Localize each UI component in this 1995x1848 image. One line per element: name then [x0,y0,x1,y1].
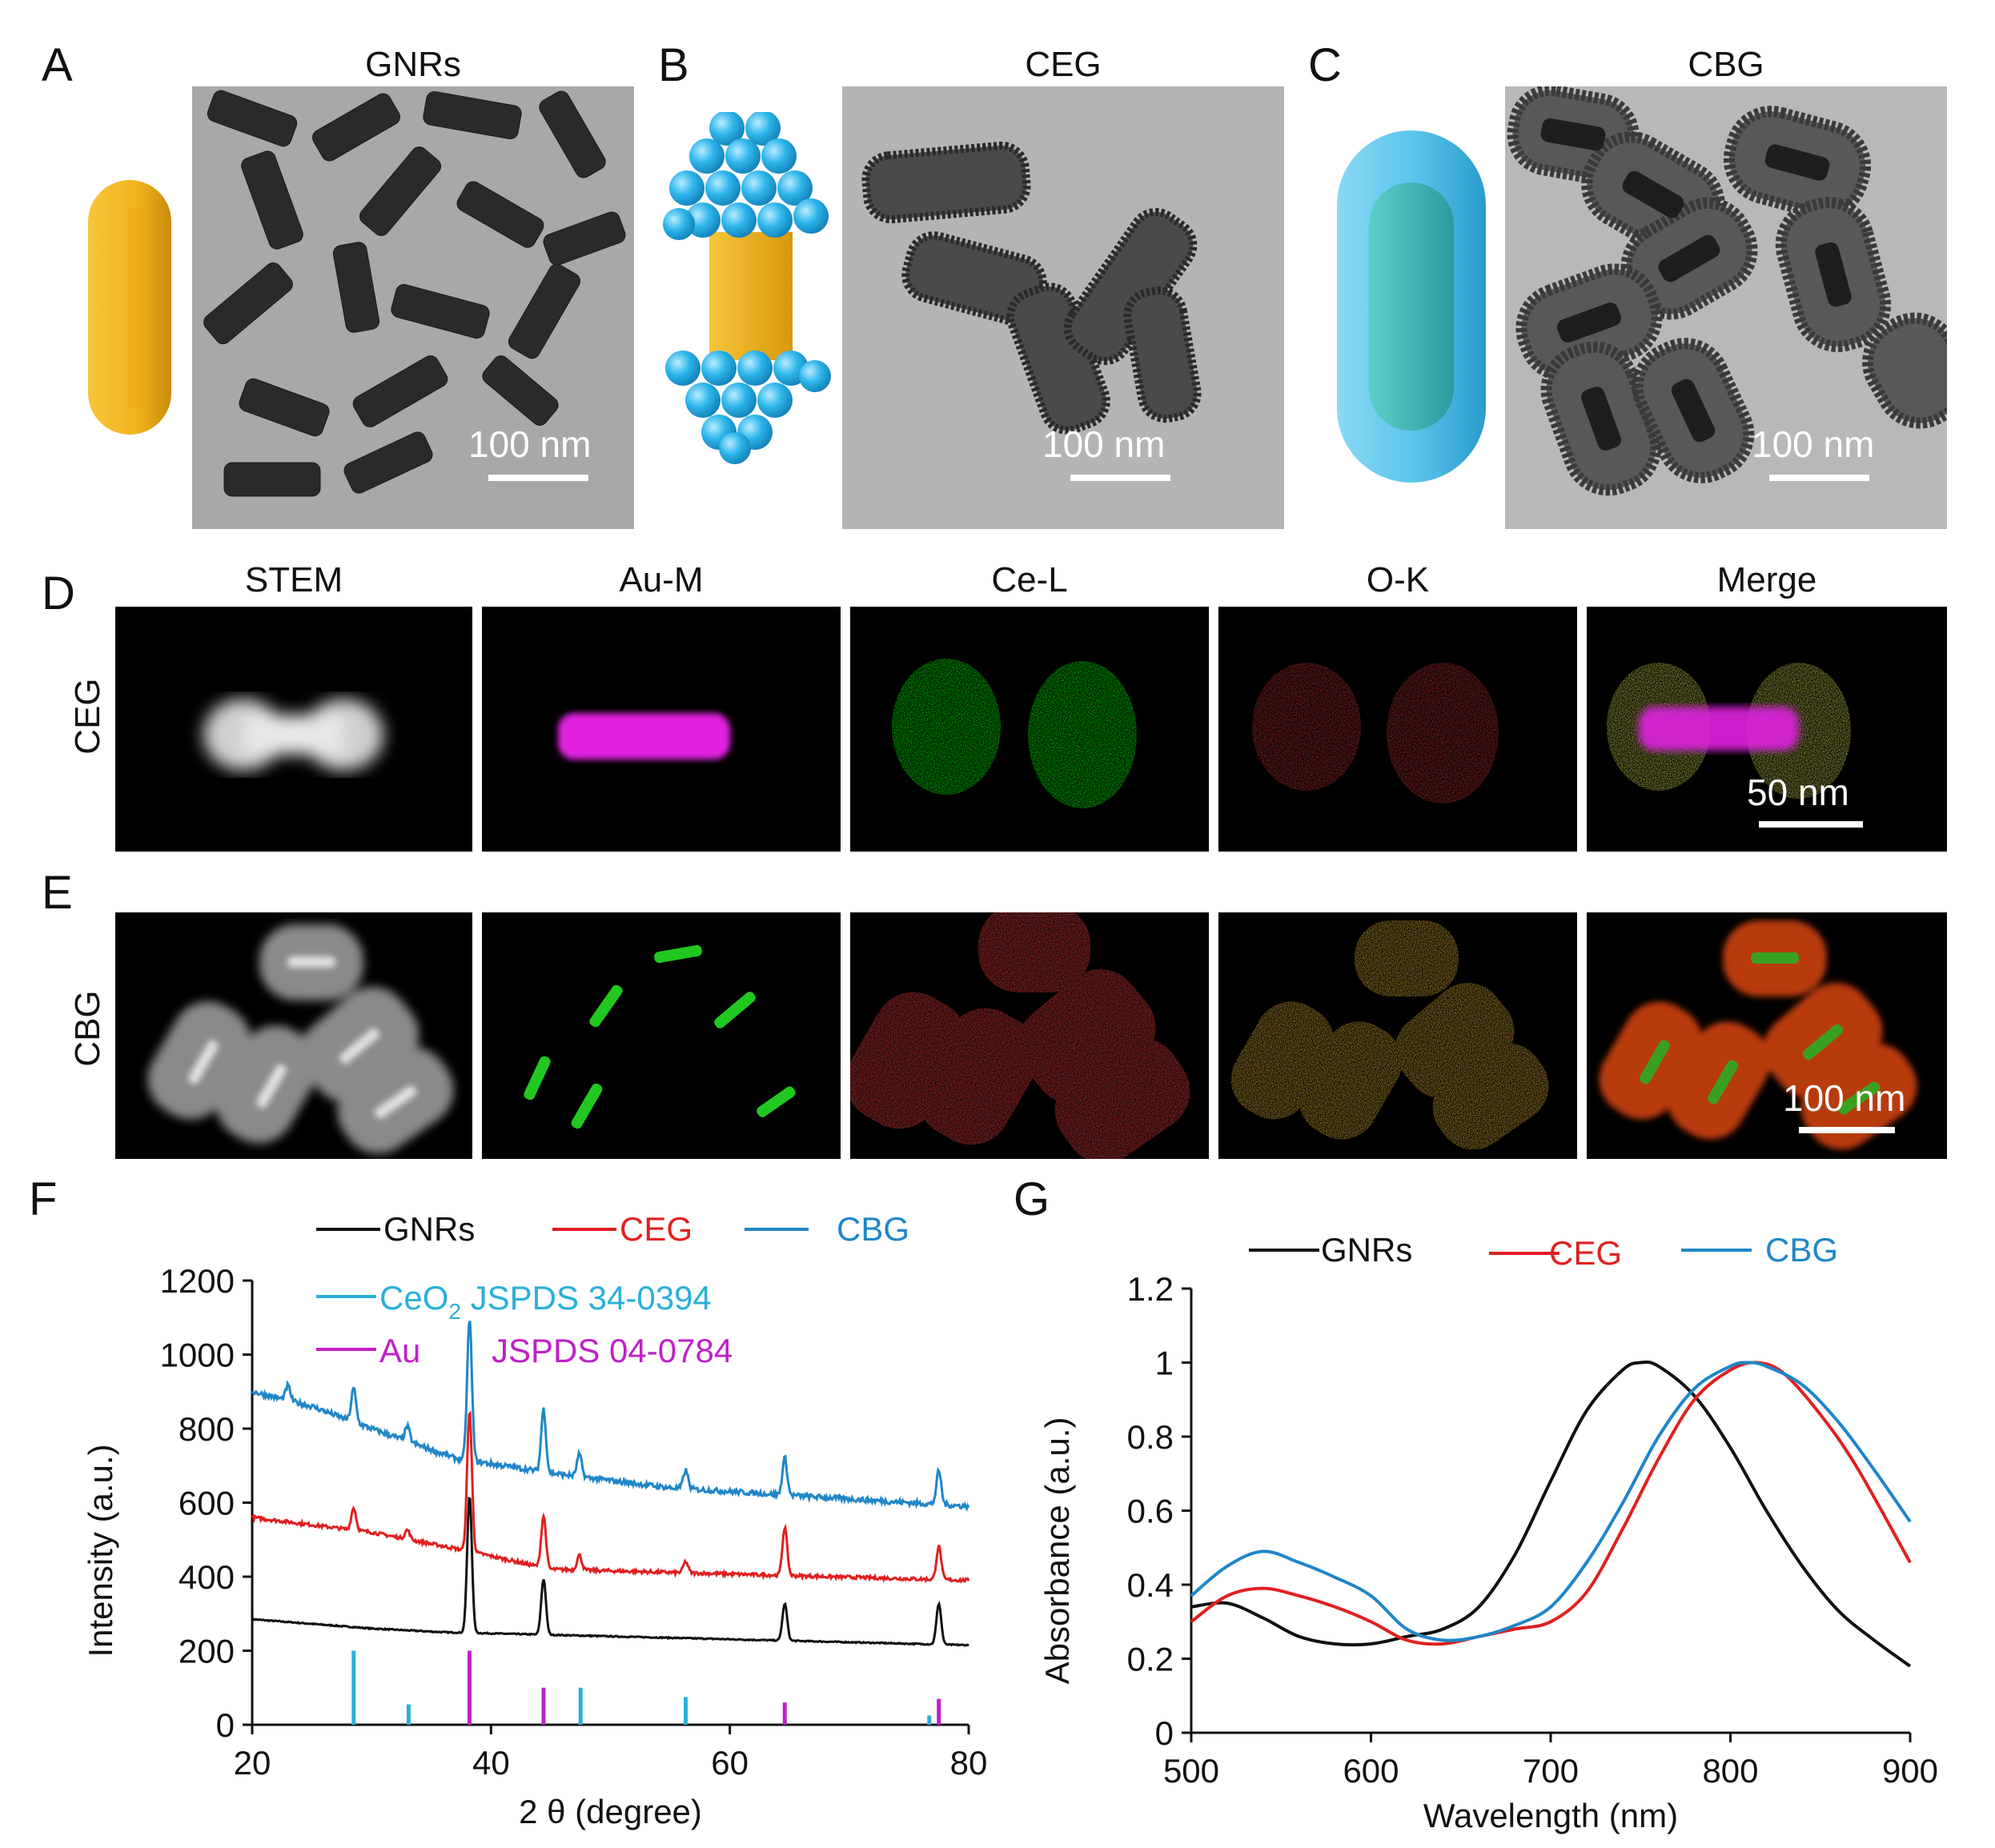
row-label-cbg: CBG [68,990,107,1067]
scale-label-b: 100 nm [1042,423,1166,465]
cbg-schematic [1337,130,1486,483]
y-tick-label: 600 [179,1485,235,1522]
y-tick-label: 0.2 [1127,1641,1174,1678]
scale-label-d: 50 nm [1747,772,1849,813]
y-tick-label: 1000 [160,1337,235,1374]
legend-label-ceg: CEG [1549,1234,1622,1272]
series-cbg [251,1321,970,1512]
legend-label-au-ref: JSPDS 04-0784 [492,1332,733,1369]
y-tick-label: 800 [179,1410,235,1448]
tem-image-gnrs: 100 nm [192,86,634,529]
y-tick-label: 1.2 [1127,1270,1174,1308]
map-d-au [482,607,841,852]
x-tick-label: 600 [1343,1752,1399,1790]
y-tick-label: 400 [179,1558,235,1596]
tem-image-cbg: 100 nm [1505,86,1947,529]
x-axis-label: 2 θ (degree) [519,1793,702,1830]
y-tick-label: 0.8 [1127,1418,1174,1456]
tem-image-ceg: 100 nm [842,86,1284,529]
y-tick-label: 0.6 [1127,1493,1174,1530]
panel-label-g: G [1014,1173,1050,1225]
gold-nanorod-schematic [88,180,171,435]
y-tick-label: 200 [179,1633,235,1670]
map-d-merge: 50 nm [1587,607,1947,852]
x-tick-label: 20 [234,1744,271,1782]
scale-label-c: 100 nm [1752,423,1875,465]
y-tick-label: 0 [216,1706,235,1744]
x-tick-label: 80 [950,1744,988,1782]
y-axis-label: Intensity (a.u.) [82,1444,119,1657]
x-tick-label: 800 [1702,1752,1758,1790]
map-title-merge: Merge [1716,560,1817,599]
panel-c-title: CBG [1688,45,1764,84]
map-title-ce-l: Ce-L [991,560,1068,599]
panel-a-title: GNRs [365,45,461,84]
map-d-ce [850,607,1209,852]
x-tick-label: 900 [1882,1752,1938,1790]
scale-label-a: 100 nm [468,423,592,465]
x-axis-label: Wavelength (nm) [1423,1797,1678,1834]
y-tick-label: 1200 [160,1262,235,1300]
panel-label-f: F [29,1173,58,1225]
xrd-chart: 0 200 400 600 800 1000 1200 20 40 60 80 2 θ (degree… [82,1210,988,1830]
series-gnrs [1190,1360,1912,1668]
panel-label-a: A [42,39,73,91]
map-d-o [1218,607,1577,852]
y-tick-label: 1 [1155,1345,1174,1382]
y-axis-label: Absorbance (a.u.) [1038,1417,1076,1685]
map-title-stem: STEM [244,560,343,599]
map-e-au [482,912,841,1159]
scale-bar-a [488,475,588,481]
series-cbg [1190,1361,1912,1642]
y-tick-label: 0 [1155,1714,1174,1752]
x-tick-label: 40 [472,1744,510,1782]
x-tick-label: 700 [1523,1752,1579,1790]
row-label-ceg: CEG [68,678,107,755]
ceg-schematic [663,112,831,464]
series-ceg [1190,1361,1912,1646]
series-ceg [251,1410,970,1584]
scale-bar-d [1759,821,1863,828]
map-title-o-k: O-K [1366,560,1430,599]
map-title-au-m: Au-M [619,560,704,599]
scale-label-e: 100 nm [1783,1077,1906,1119]
scale-bar-e [1799,1127,1895,1133]
series-gnrs [251,1496,969,1647]
scale-bar-b [1070,475,1170,481]
legend-label-ceo2: CeO2 JSPDS 34-0394 [379,1279,712,1324]
map-e-o [1218,912,1577,1159]
x-tick-label: 500 [1163,1752,1219,1790]
legend-label-ceg: CEG [620,1210,692,1248]
legend-label-cbg: CBG [1765,1231,1838,1269]
map-e-stem [115,912,472,1159]
map-e-merge: 100 nm [1587,912,1947,1159]
map-e-ce [850,912,1209,1159]
scale-bar-c [1769,475,1869,481]
panel-label-e: E [42,867,73,919]
map-d-stem [115,607,472,852]
panel-label-d: D [42,567,75,619]
panel-label-c: C [1308,39,1342,91]
legend-label-au: Au [379,1332,420,1369]
panel-label-b: B [658,39,689,91]
legend-label-gnrs: GNRs [383,1210,475,1248]
x-tick-label: 60 [711,1744,749,1782]
legend-label-cbg: CBG [837,1210,909,1248]
panel-b-title: CEG [1025,45,1102,84]
y-tick-label: 0.4 [1127,1566,1174,1604]
legend-label-gnrs: GNRs [1321,1231,1412,1269]
absorbance-chart: 0 0.2 0.4 0.6 0.8 1 1.2 500 600 700 800 900 Waveleng… [1038,1231,1938,1834]
